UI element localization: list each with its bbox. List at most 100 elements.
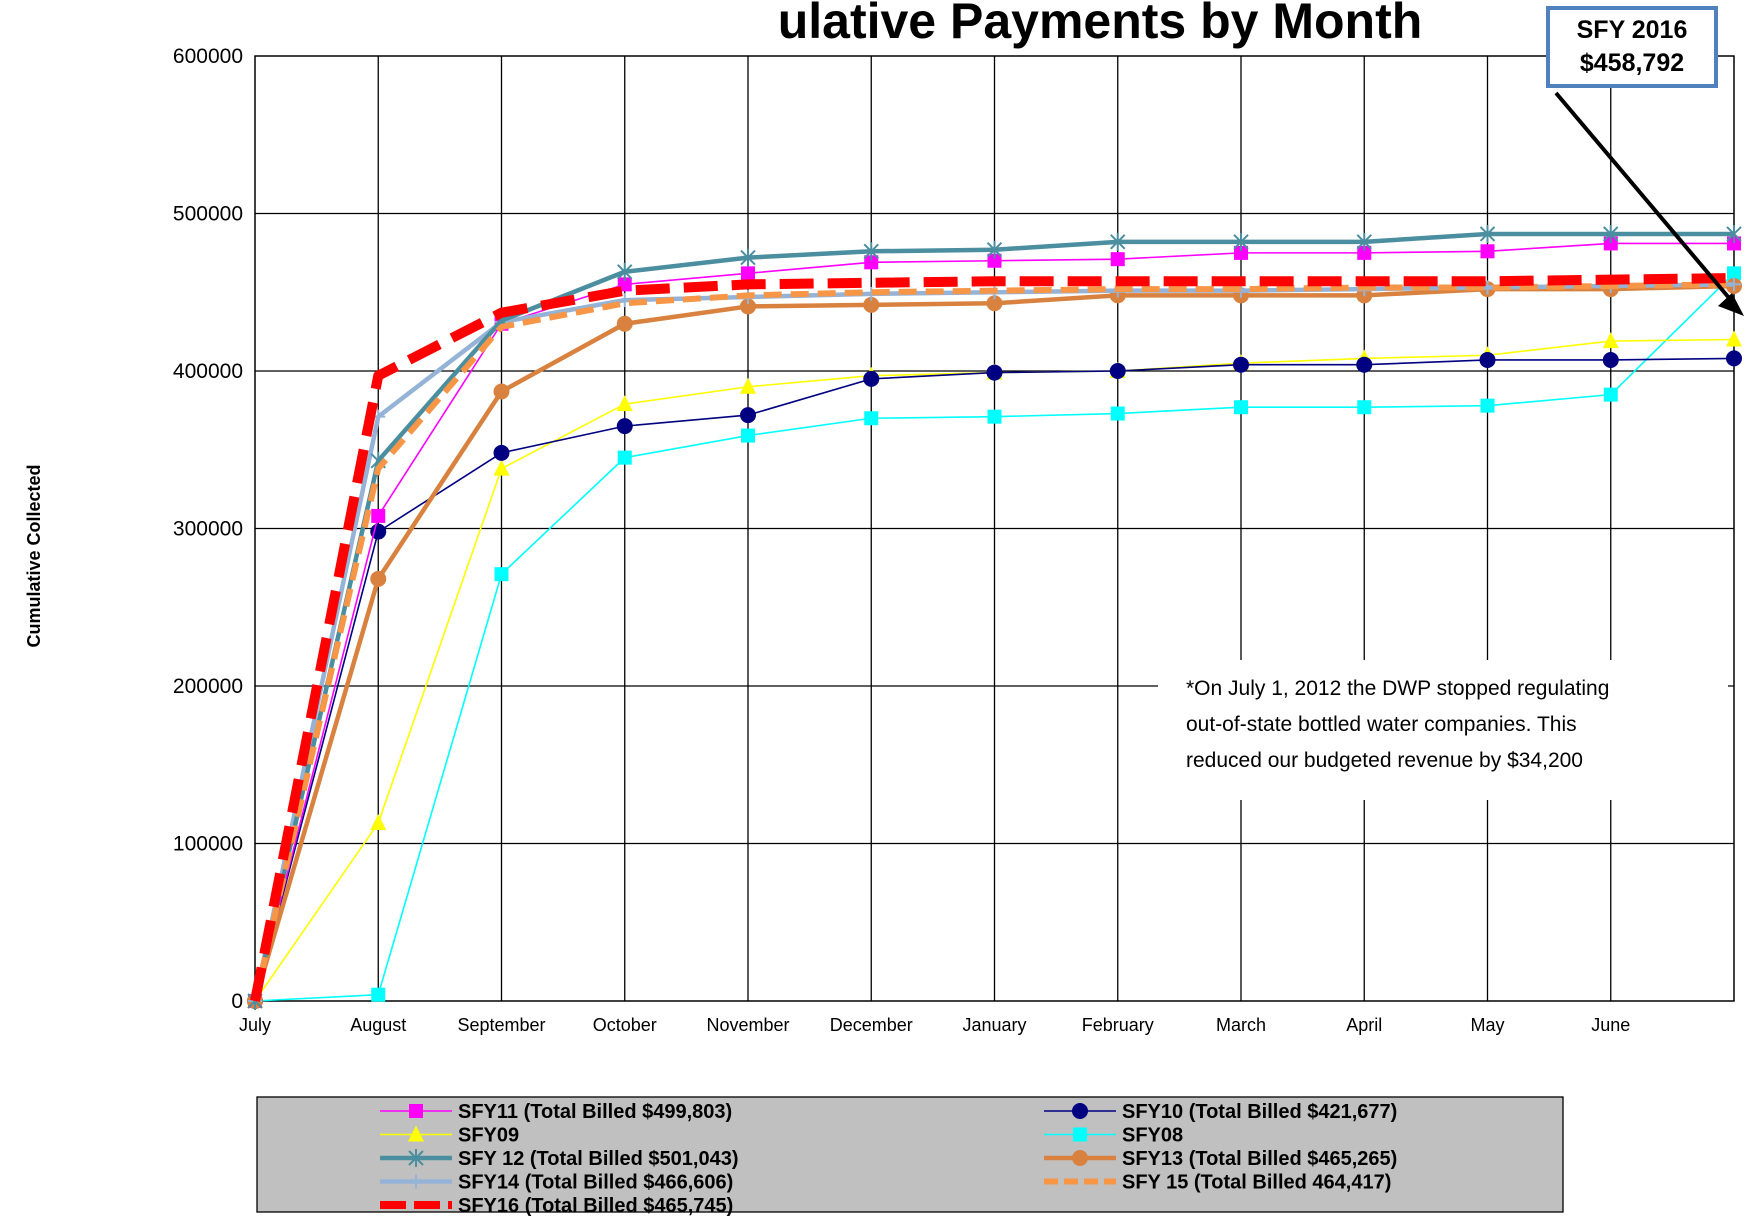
legend-background [256,1096,1564,1213]
legend-item: SFY16 (Total Billed $465,745) [380,1195,733,1216]
data-point [493,383,510,400]
callout-line: SFY 2016 [1577,16,1688,44]
legend-swatch-marker [409,1104,423,1118]
data-point [863,296,880,313]
y-tick-label: 500000 [173,203,243,226]
x-tick-label: October [593,1015,657,1035]
x-tick-label: January [962,1015,1026,1035]
data-point [1357,400,1372,415]
data-point [1480,398,1495,413]
data-series [247,224,1742,1010]
data-point [863,370,880,387]
annotation-background [1158,660,1728,800]
data-point [1603,236,1618,251]
x-axis-ticks: July August September October November Decemb… [239,1015,1630,1035]
legend-label: SFY10 (Total Billed $421,677) [1122,1101,1397,1123]
legend-item: SFY10 (Total Billed $421,677) [1044,1101,1397,1123]
data-point [1356,232,1372,251]
x-tick-label: June [1591,1015,1630,1035]
x-tick-label: November [706,1015,789,1035]
y-tick-label: 600000 [173,45,243,68]
data-point [370,570,387,587]
data-point [1480,244,1495,259]
data-point [1109,363,1126,379]
x-tick-label: July [239,1015,271,1035]
series-line [252,281,1735,1002]
data-point [1110,252,1125,267]
data-point [986,364,1003,381]
data-point [494,567,509,582]
y-tick-label: 200000 [173,675,243,698]
data-point [987,253,1002,268]
legend-label: SFY09 [458,1125,519,1147]
legend-item: SFY08 [1044,1125,1183,1147]
annotation-line: out-of-state bottled water companies. Th… [1186,713,1577,736]
x-tick-label: February [1082,1015,1154,1035]
data-point [1357,245,1372,260]
y-tick-label: 100000 [173,833,243,856]
callout-arrow-shaft [1554,91,1737,307]
data-point [617,262,633,281]
data-point [987,409,1002,424]
x-tick-label: March [1216,1015,1266,1035]
legend-item: SFY 12 (Total Billed $501,043) [380,1148,739,1170]
callout-box: SFY 2016 $458,792 [1546,6,1744,316]
callout-line: $458,792 [1580,49,1684,77]
data-point [740,407,756,424]
data-point [370,814,387,831]
series-4 [247,224,1742,1010]
data-point [863,242,879,261]
legend-swatch-marker [409,1174,423,1189]
data-point [740,248,756,267]
data-point [1233,232,1249,251]
series-7 [252,281,1735,1002]
callout-arrow-head [1718,293,1744,316]
legend-label: SFY 12 (Total Billed $501,043) [458,1148,739,1170]
data-point [1479,351,1496,368]
data-point [617,450,632,465]
y-tick-label: 0 [231,990,243,1013]
legend-item: SFY09 [380,1125,519,1147]
data-point [1603,387,1618,402]
callout-frame [1546,6,1718,88]
y-axis-label: Cumulative Collected [24,464,44,647]
annotation-note: *On July 1, 2012 the DWP stopped regulat… [1158,660,1728,800]
y-tick-label: 300000 [173,518,243,541]
chart-grid [254,55,1735,1002]
series-line [250,273,1735,1002]
data-point [864,255,879,270]
x-tick-label: April [1346,1015,1382,1035]
data-point [741,428,755,443]
data-point [616,418,633,435]
data-point [1110,232,1126,251]
data-point [1727,277,1741,292]
data-point [371,987,386,1002]
legend-label: SFY11 (Total Billed $499,803) [458,1101,732,1123]
data-point [371,508,386,523]
data-point [741,266,755,281]
chart-legend: SFY11 (Total Billed $499,803) SFY10 (Tota… [256,1096,1564,1216]
legend-label: SFY14 (Total Billed $466,606) [458,1172,733,1194]
data-point [1356,356,1373,373]
data-point [616,315,633,332]
data-point [1726,330,1742,347]
data-point [1110,406,1125,421]
legend-swatch-marker [1072,1150,1088,1166]
data-point [986,295,1003,312]
x-tick-label: August [350,1015,406,1035]
legend-item: SFY13 (Total Billed $465,265) [1044,1148,1397,1170]
data-point [1726,224,1742,243]
x-tick-label: May [1470,1015,1504,1035]
data-point [740,298,756,315]
legend-item: SFY14 (Total Billed $466,606) [380,1172,733,1194]
legend-swatch-marker [1072,1103,1088,1119]
data-point [1727,236,1741,251]
data-point [740,377,756,394]
x-tick-label: December [830,1015,913,1035]
data-point [1602,351,1619,368]
legend-label: SFY13 (Total Billed $465,265) [1122,1148,1397,1170]
legend-item: SFY11 (Total Billed $499,803) [380,1101,732,1123]
legend-item: SFY 15 (Total Billed 464,417) [1044,1172,1391,1194]
data-point [493,444,510,461]
